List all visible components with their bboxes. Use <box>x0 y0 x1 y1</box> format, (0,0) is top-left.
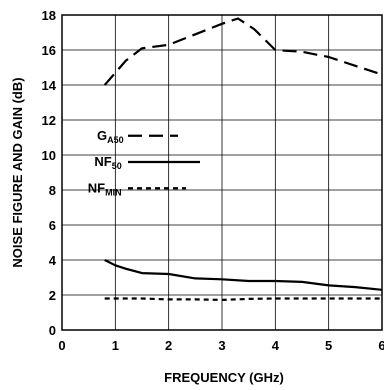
x-tick-label: 0 <box>58 338 65 353</box>
y-tick-label: 16 <box>42 43 56 58</box>
legend-label: GA50 <box>97 128 124 145</box>
y-axis-ticks: 0 2 4 6 8 10 12 14 16 18 <box>42 8 57 338</box>
legend-label-main: NF <box>94 154 111 169</box>
series-line-3 <box>104 297 382 301</box>
y-tick-label: 14 <box>42 78 57 93</box>
legend-label: NFMIN <box>88 180 122 197</box>
y-tick-label: 8 <box>49 183 56 198</box>
x-tick-label: 3 <box>218 338 225 353</box>
plot-frame <box>61 14 383 331</box>
x-tick-label: 5 <box>325 338 332 353</box>
x-tick-label: 6 <box>378 338 384 353</box>
legend-label-subscript: MIN <box>105 187 122 197</box>
y-tick-label: 6 <box>49 218 56 233</box>
y-tick-label: 4 <box>49 253 57 268</box>
legend-label-subscript: 50 <box>112 161 122 171</box>
x-axis-title: FREQUENCY (GHz) <box>164 370 284 385</box>
series-line-1 <box>103 17 383 86</box>
y-axis-title: NOISE FIGURE AND GAIN (dB) <box>10 77 25 267</box>
y-tick-label: 12 <box>42 113 56 128</box>
x-axis-ticks: 0 1 2 3 4 5 6 <box>58 338 384 353</box>
legend-label-main: NF <box>88 180 105 195</box>
x-tick-label: 2 <box>165 338 172 353</box>
series-line-2 <box>104 259 383 291</box>
y-tick-label: 2 <box>49 288 56 303</box>
y-tick-label: 10 <box>42 148 56 163</box>
x-tick-label: 1 <box>112 338 119 353</box>
grid <box>62 15 382 330</box>
series-group <box>103 17 383 301</box>
legend-label-main: G <box>97 128 107 143</box>
legend-label: NF50 <box>94 154 121 171</box>
legend-label-subscript: A50 <box>107 135 124 145</box>
x-tick-label: 4 <box>272 338 280 353</box>
y-tick-label: 0 <box>49 323 56 338</box>
y-tick-label: 18 <box>42 8 56 23</box>
